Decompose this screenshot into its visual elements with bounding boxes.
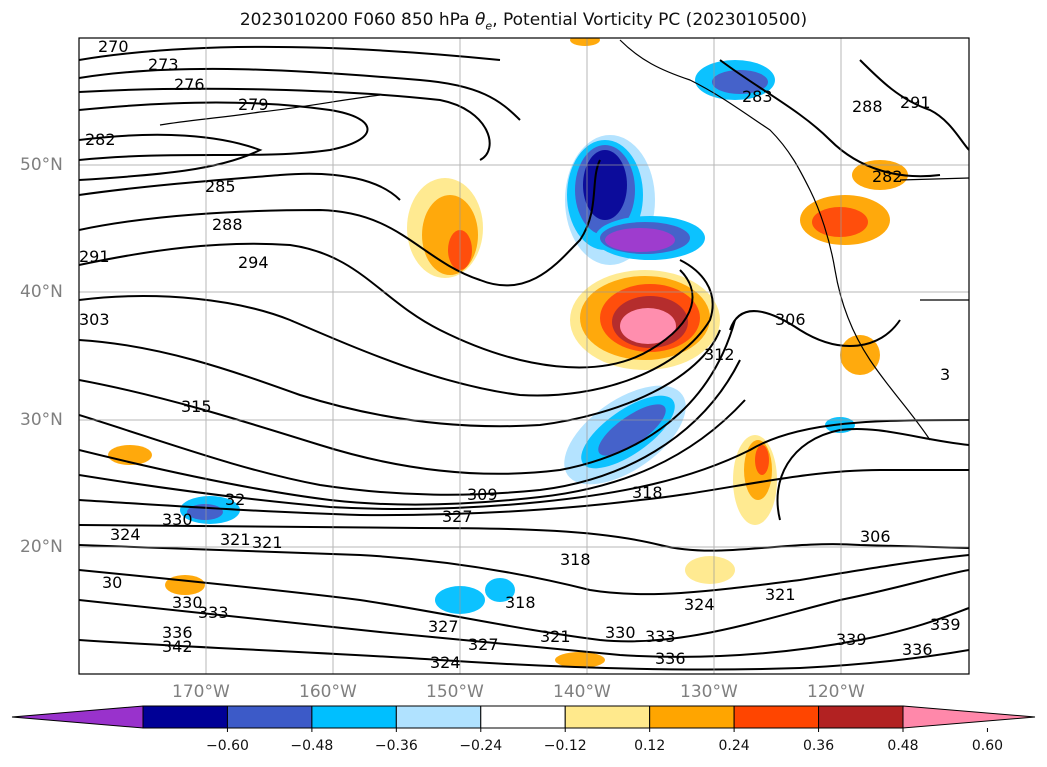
lat-label: 50°N [20,155,63,175]
colorbar-tick-label: 0.12 [634,738,666,754]
contour-label: 318 [560,550,591,569]
contour-label: 336 [162,623,193,642]
colorbar-tick-label: 0.24 [718,738,750,754]
contour-label: 282 [85,130,116,149]
colorbar-segment [480,705,566,729]
colorbar-tick-label: −0.24 [459,738,503,754]
contour-label: 330 [162,510,193,529]
contour-label: 336 [902,640,933,659]
lat-label: 20°N [20,537,63,557]
contour-label: 324 [430,653,461,672]
colorbar-tick-label: 0.36 [802,738,835,754]
contour-label: 270 [98,37,129,56]
contour-label: 32 [225,490,245,509]
contour-label: 318 [505,593,536,612]
colorbar-segment [564,705,651,729]
colorbar-tick-label: −0.48 [290,738,334,754]
lon-label: 120°W [807,682,865,702]
contour-label: 306 [775,310,806,329]
contour-label: 321 [540,627,571,646]
contour-labels: 270 273 276 279 282 285 288 291 294 303 … [79,37,961,672]
contour-label: 309 [467,485,498,504]
colorbar-tick-label: −0.36 [374,738,418,754]
map-title: 2023010200 F060 850 hPa θe, Potential Vo… [239,10,808,33]
contour-label: 333 [198,603,229,622]
map-frame [78,37,970,675]
contour-label: 288 [212,215,243,234]
contour-label: 336 [655,649,686,668]
contour-label: 291 [900,93,931,112]
contour-label: 303 [79,310,110,329]
theta-e-contours [79,45,969,671]
colorbar-segment [226,705,313,729]
contour-label: 321 [220,530,251,549]
contour-label: 339 [836,630,867,649]
contour-label: 318 [632,483,663,502]
colorbar-segment [142,705,228,729]
lon-label: 140°W [553,682,611,702]
contour-label: 276 [174,75,205,94]
contour-label: 288 [852,97,883,116]
map-content: 270 273 276 279 282 285 288 291 294 303 … [79,37,969,674]
coastlines [159,39,969,441]
contour-label: 324 [110,525,141,544]
colorbar-tick-label: −0.60 [205,738,249,754]
contour-label: 291 [79,247,110,266]
contour-label: 273 [148,55,179,74]
contour-label: 330 [605,623,636,642]
lat-label: 30°N [20,410,63,430]
contour-label: 342 [162,637,193,656]
colorbar-extend-max [902,705,1036,729]
contour-label: 283 [742,87,773,106]
contour-label: 324 [684,595,715,614]
lon-label: 170°W [172,682,230,702]
contour-label: 285 [205,177,236,196]
colorbar-segment [649,705,735,729]
contour-label: 339 [930,615,961,634]
contour-label: 330 [172,593,203,612]
colorbar-tick-label: −0.12 [543,738,587,754]
contour-label: 30 [102,573,122,592]
contour-label: 327 [428,617,459,636]
lon-label: 160°W [299,682,357,702]
contour-label: 321 [765,585,796,604]
colorbar-extend-min [11,705,144,729]
contour-label: 312 [704,345,735,364]
contour-label: 294 [238,253,269,272]
colorbar-segment [733,705,820,729]
contour-label: 327 [468,635,499,654]
contour-label: 321 [252,533,283,552]
contour-label: 327 [442,507,473,526]
contour-label: 3 [940,365,950,384]
colorbar-tick-label: 0.60 [971,738,1004,754]
contour-label: 282 [872,167,903,186]
contour-label: 333 [645,627,676,646]
graticule [79,38,969,674]
contour-label: 306 [860,527,891,546]
contour-label: 279 [238,95,269,114]
lon-label: 130°W [680,682,738,702]
colorbar-segment [818,705,904,729]
contour-label: 315 [181,397,212,416]
lat-label: 40°N [20,282,63,302]
colorbar-segment [395,705,482,729]
colorbar-segment [311,705,397,729]
lon-label: 150°W [426,682,484,702]
colorbar-tick-label: 0.48 [887,738,919,754]
colorbar [11,705,1036,732]
